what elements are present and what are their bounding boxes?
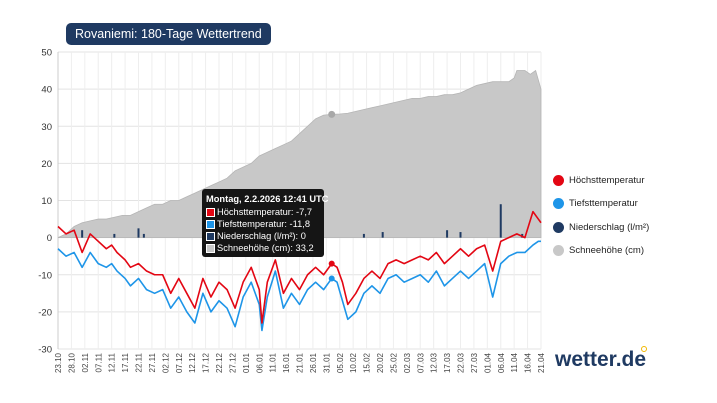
precipitation-bar bbox=[459, 232, 462, 238]
tooltip-title: Montag, 2.2.2026 12:41 UTC bbox=[206, 194, 329, 204]
precipitation-bar bbox=[113, 233, 116, 238]
x-tick-label: 02.11 bbox=[81, 352, 90, 372]
precipitation-bar bbox=[81, 230, 84, 238]
tooltip-label-niederschlag: Niederschlag (l/m²): 0 bbox=[217, 231, 306, 241]
legend-item-niederschlag[interactable]: Niederschlag (l/m²) bbox=[553, 221, 649, 233]
x-tick-label: 02.12 bbox=[161, 352, 170, 373]
x-tick-label: 17.11 bbox=[121, 352, 130, 372]
x-tick-label: 01.01 bbox=[242, 352, 251, 373]
precipitation-bar bbox=[142, 233, 145, 238]
tooltip-marker-snow bbox=[328, 110, 336, 118]
legend-marker-niederschlag bbox=[553, 221, 564, 233]
y-tick-label: 0 bbox=[47, 233, 52, 244]
x-tick-label: 16.01 bbox=[282, 352, 291, 373]
x-tick-label: 07.12 bbox=[175, 352, 184, 373]
x-tick-label: 12.12 bbox=[188, 352, 197, 373]
chart-tooltip: Montag, 2.2.2026 12:41 UTC Höchsttempera… bbox=[202, 189, 329, 257]
max-temperature-line bbox=[57, 210, 542, 324]
y-tick-label: 20 bbox=[41, 159, 52, 170]
y-tick-label: -20 bbox=[38, 307, 52, 318]
precipitation-bar bbox=[446, 230, 449, 238]
x-tick-label: 12.03 bbox=[430, 352, 439, 373]
legend-label-hoechsttemperatur: Höchsttemperatur bbox=[569, 174, 645, 186]
wetter-de-logo: wetter.de bbox=[555, 348, 647, 371]
x-tick-label: 10.02 bbox=[349, 352, 358, 373]
tooltip-row-niederschlag: Niederschlag (l/m²): 0 bbox=[206, 230, 320, 242]
tooltip-marker-min bbox=[328, 275, 335, 282]
x-tick-label: 17.03 bbox=[443, 352, 452, 373]
legend-item-hoechsttemperatur[interactable]: Höchsttemperatur bbox=[553, 174, 649, 186]
x-tick-label: 27.11 bbox=[148, 352, 157, 372]
legend-item-tiefsttemperatur[interactable]: Tiefsttemperatur bbox=[553, 198, 649, 210]
x-tick-label: 17.12 bbox=[202, 352, 211, 373]
tooltip-label-hoechsttemperatur: Höchsttemperatur: -7,7 bbox=[217, 207, 313, 217]
tooltip-row-hoechsttemperatur: Höchsttemperatur: -7,7 bbox=[206, 206, 320, 218]
chart-title-badge: Rovaniemi: 180-Tage Wettertrend bbox=[66, 23, 271, 45]
legend-label-schneehoehe: Schneehöhe (cm) bbox=[569, 245, 644, 256]
tooltip-swatch-schneehoehe bbox=[206, 243, 215, 253]
y-tick-label: 10 bbox=[41, 196, 52, 207]
snow-depth-area bbox=[57, 69, 542, 239]
legend-marker-tiefsttemperatur bbox=[553, 198, 564, 209]
legend-label-niederschlag: Niederschlag (l/m²) bbox=[569, 221, 650, 233]
tooltip-swatch-hoechsttemperatur bbox=[206, 207, 215, 217]
x-tick-label: 22.12 bbox=[215, 352, 224, 373]
y-tick-label: 40 bbox=[41, 85, 52, 96]
legend-marker-schneehoehe bbox=[553, 245, 564, 256]
x-tick-label: 22.03 bbox=[457, 352, 466, 373]
y-tick-label: -10 bbox=[38, 270, 52, 281]
x-tick-label: 31.01 bbox=[322, 352, 331, 373]
x-tick-label: 23.10 bbox=[54, 352, 63, 373]
x-tick-label: 07.03 bbox=[416, 352, 425, 373]
x-tick-label: 15.02 bbox=[363, 352, 372, 373]
tooltip-marker-max bbox=[328, 260, 335, 267]
x-tick-label: 06.04 bbox=[497, 352, 506, 373]
x-tick-label: 16.04 bbox=[524, 352, 533, 373]
x-tick-label: 07.11 bbox=[94, 352, 103, 372]
x-tick-label: 01.04 bbox=[483, 352, 492, 373]
x-tick-label: 06.01 bbox=[255, 352, 264, 373]
precipitation-bar bbox=[499, 204, 502, 238]
x-tick-label: 25.02 bbox=[389, 352, 398, 373]
precipitation-bar bbox=[137, 228, 140, 238]
y-tick-label: -30 bbox=[38, 345, 52, 356]
x-tick-label: 22.11 bbox=[135, 352, 144, 372]
legend-label-tiefsttemperatur: Tiefsttemperatur bbox=[569, 198, 638, 209]
y-tick-label: 30 bbox=[41, 122, 52, 133]
legend-item-schneehoehe[interactable]: Schneehöhe (cm) bbox=[553, 245, 649, 257]
legend-marker-hoechsttemperatur bbox=[553, 174, 564, 186]
x-tick-label: 05.02 bbox=[336, 352, 345, 373]
x-tick-label: 26.01 bbox=[309, 352, 318, 373]
min-temperature-line bbox=[57, 240, 541, 332]
tooltip-label-tiefsttemperatur: Tiefsttemperatur: -11,8 bbox=[217, 219, 311, 229]
x-tick-label: 12.11 bbox=[108, 352, 117, 372]
x-tick-label: 28.10 bbox=[67, 352, 76, 373]
x-tick-label: 02.03 bbox=[403, 352, 412, 373]
x-tick-label: 21.01 bbox=[296, 352, 305, 373]
chart-legend: Höchsttemperatur Tiefsttemperatur Nieder… bbox=[553, 174, 649, 268]
x-tick-label: 21.04 bbox=[537, 352, 546, 373]
tooltip-row-tiefsttemperatur: Tiefsttemperatur: -11,8 bbox=[206, 218, 320, 230]
tooltip-label-schneehoehe: Schneehöhe (cm): 33,2 bbox=[217, 243, 314, 253]
tooltip-swatch-tiefsttemperatur bbox=[206, 219, 215, 229]
tooltip-swatch-niederschlag bbox=[206, 231, 215, 241]
x-tick-label: 11.04 bbox=[510, 352, 519, 372]
precipitation-bar bbox=[362, 233, 365, 238]
x-tick-label: 27.03 bbox=[470, 352, 479, 373]
precipitation-bar bbox=[381, 232, 384, 238]
x-tick-label: 11.01 bbox=[269, 352, 278, 372]
x-tick-label: 27.12 bbox=[228, 352, 237, 373]
tooltip-row-schneehoehe: Schneehöhe (cm): 33,2 bbox=[206, 242, 320, 254]
x-tick-label: 20.02 bbox=[376, 352, 385, 373]
logo-sun-icon bbox=[641, 346, 647, 352]
y-tick-label: 50 bbox=[41, 48, 52, 59]
